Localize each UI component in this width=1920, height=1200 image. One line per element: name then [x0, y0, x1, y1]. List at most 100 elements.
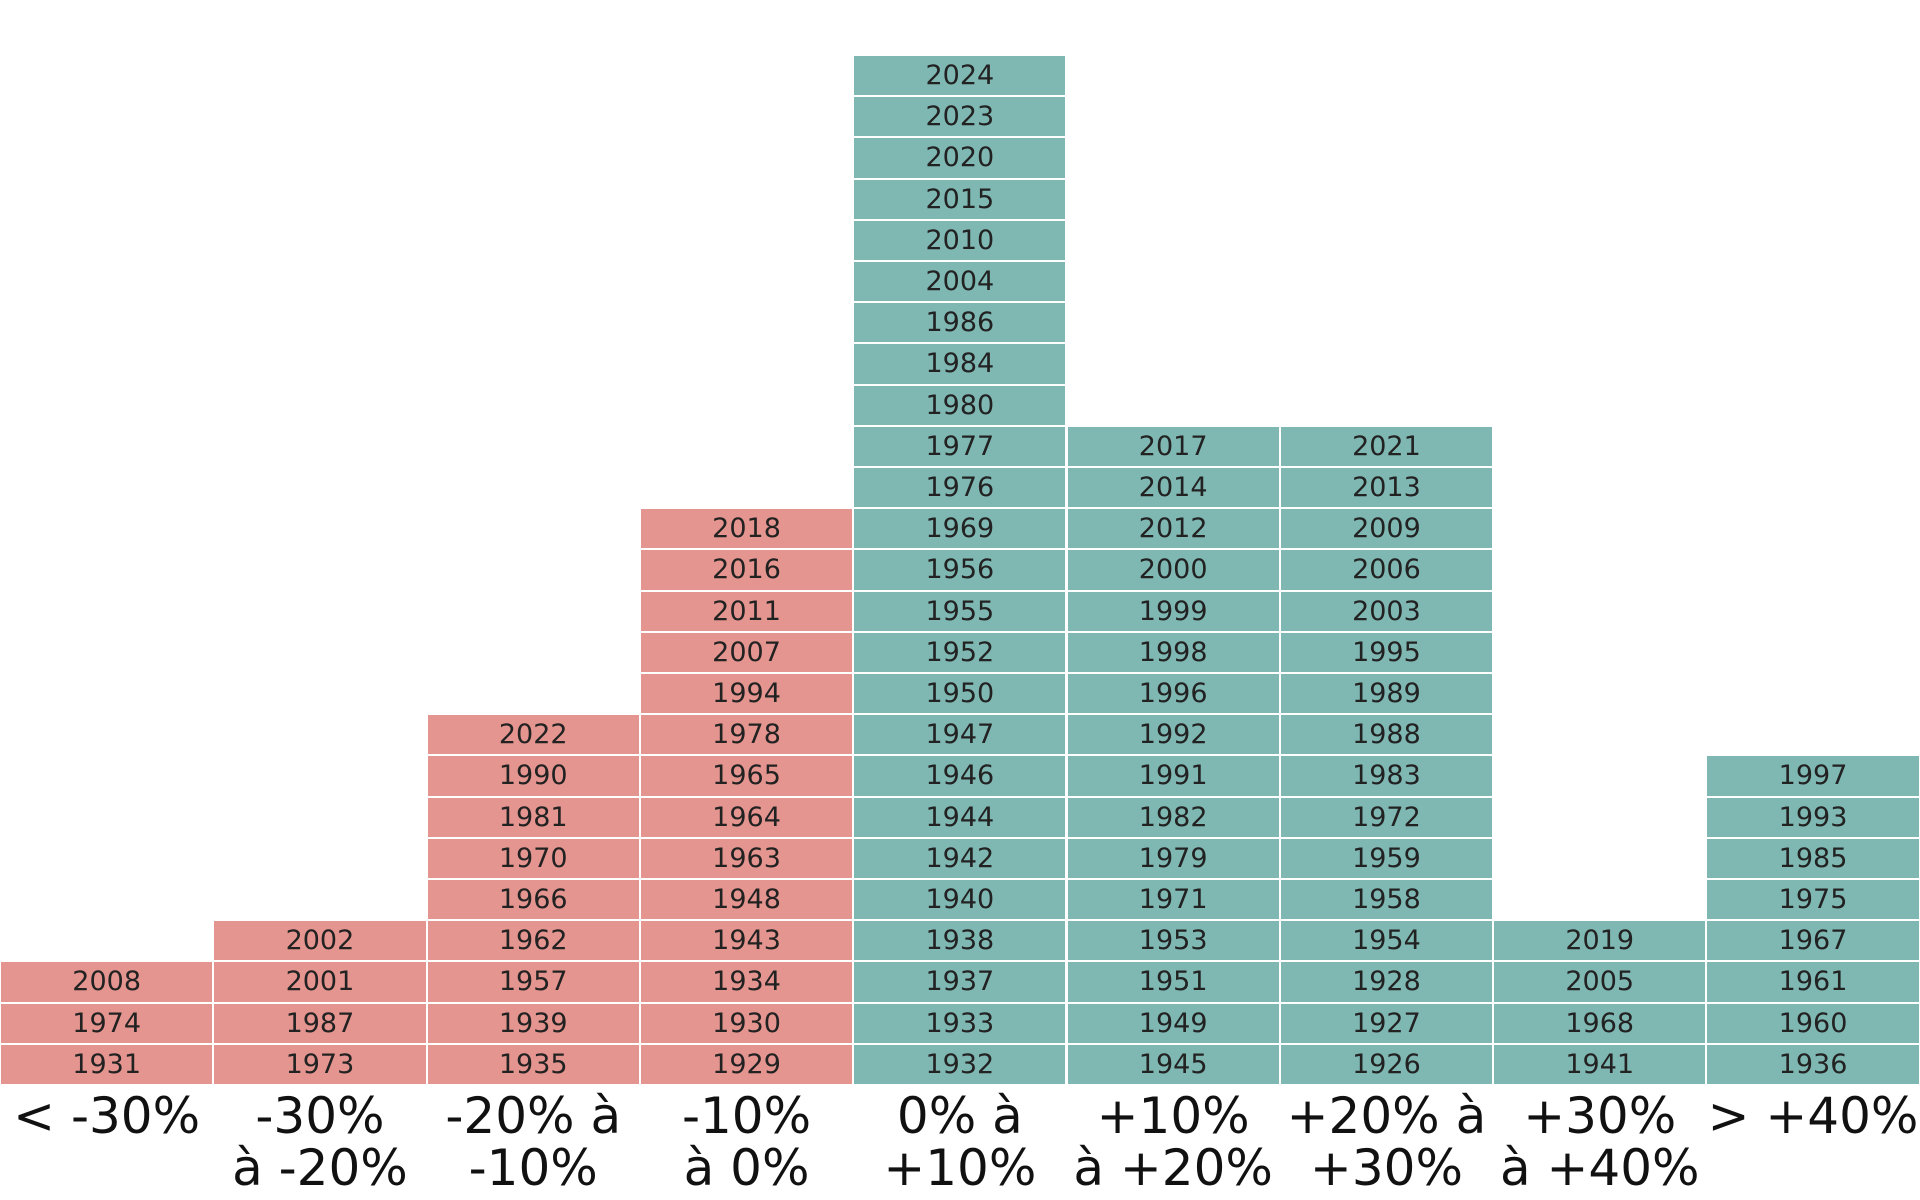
year-cell: 1939	[426, 1002, 640, 1044]
range-label: -10%	[681, 1087, 812, 1145]
range-label: > +40%	[1707, 1087, 1919, 1145]
year-cell: 1980	[853, 384, 1067, 426]
year-cell: 2024	[853, 55, 1067, 97]
year-cell: 1971	[1066, 879, 1280, 921]
year-cell: 1942	[853, 837, 1067, 879]
range-label: +10%	[1096, 1087, 1250, 1145]
year-cell: 1995	[1279, 631, 1494, 673]
year-cell: 2021	[1279, 425, 1494, 467]
year-cell: 2017	[1066, 425, 1280, 467]
range-label: à +40%	[1499, 1139, 1700, 1197]
year-cell: 2018	[639, 508, 854, 550]
year-cell: 1963	[639, 837, 854, 879]
year-cell: 1984	[853, 343, 1067, 385]
year-cell: 1965	[639, 755, 854, 797]
year-cell: 2010	[853, 219, 1067, 261]
year-cell: 1958	[1279, 879, 1494, 921]
year-cell: 1932	[853, 1043, 1067, 1085]
year-cell: 2016	[639, 549, 854, 591]
year-cell: 1999	[1066, 590, 1280, 632]
range-label: à +20%	[1073, 1139, 1273, 1197]
year-cell: 1969	[853, 508, 1067, 550]
year-cell: 1960	[1706, 1002, 1920, 1044]
year-cell: 1966	[426, 879, 640, 921]
year-cell: 2004	[853, 261, 1067, 303]
year-cell: 1979	[1066, 837, 1280, 879]
range-label: +20% à	[1286, 1087, 1487, 1145]
year-cell: 1997	[1706, 755, 1920, 797]
year-cell: 1928	[1279, 961, 1494, 1003]
year-cell: 2014	[1066, 467, 1280, 509]
range-label: +30%	[1309, 1139, 1463, 1197]
year-cell: 1937	[853, 961, 1067, 1003]
year-cell: 1948	[639, 879, 854, 921]
year-cell: 2002	[213, 920, 427, 962]
year-cell: 1970	[426, 837, 640, 879]
year-cell: 1991	[1066, 755, 1280, 797]
year-cell: 2009	[1279, 508, 1494, 550]
range-label: < -30%	[13, 1087, 201, 1145]
range-label: -10%	[468, 1139, 598, 1197]
year-cell: 1985	[1706, 837, 1920, 879]
year-cell: 1927	[1279, 1002, 1494, 1044]
year-cell: 1988	[1279, 714, 1494, 756]
year-cell: 2007	[639, 631, 854, 673]
year-cell: 1940	[853, 879, 1067, 921]
year-cell: 1953	[1066, 920, 1280, 962]
year-cell: 1994	[639, 673, 854, 715]
year-cell: 1964	[639, 796, 854, 838]
year-cell: 1990	[426, 755, 640, 797]
year-cell: 1987	[213, 1002, 427, 1044]
year-cell: 1956	[853, 549, 1067, 591]
year-cell: 1961	[1706, 961, 1920, 1003]
year-cell: 1989	[1279, 673, 1494, 715]
year-cell: 2015	[853, 178, 1067, 220]
year-cell: 1952	[853, 631, 1067, 673]
year-cell: 1986	[853, 302, 1067, 344]
range-label: -20% à	[445, 1087, 622, 1145]
year-cell: 1941	[1493, 1043, 1707, 1085]
year-cell: 1935	[426, 1043, 640, 1085]
year-cell: 1993	[1706, 796, 1920, 838]
year-cell: 2008	[0, 961, 214, 1003]
year-cell: 1933	[853, 1002, 1067, 1044]
year-cell: 1943	[639, 920, 854, 962]
range-label: à 0%	[683, 1139, 810, 1197]
year-cell: 1954	[1279, 920, 1494, 962]
year-cell: 1978	[639, 714, 854, 756]
year-cell: 1976	[853, 467, 1067, 509]
year-cell: 1929	[639, 1043, 854, 1085]
year-cell: 1950	[853, 673, 1067, 715]
year-cell: 1992	[1066, 714, 1280, 756]
year-cell: 1998	[1066, 631, 1280, 673]
year-cell: 1996	[1066, 673, 1280, 715]
year-cell: 2013	[1279, 467, 1494, 509]
year-cell: 2006	[1279, 549, 1494, 591]
year-cell: 1930	[639, 1002, 854, 1044]
year-cell: 1968	[1493, 1002, 1707, 1044]
year-cell: 1945	[1066, 1043, 1280, 1085]
year-cell: 1977	[853, 425, 1067, 467]
year-cell: 2020	[853, 137, 1067, 179]
range-label: -30%	[255, 1087, 385, 1145]
year-cell: 1967	[1706, 920, 1920, 962]
range-label: +10%	[883, 1139, 1037, 1197]
year-cell: 1936	[1706, 1043, 1920, 1085]
year-cell: 2003	[1279, 590, 1494, 632]
year-cell: 1974	[0, 1002, 214, 1044]
range-label: +30%	[1523, 1087, 1677, 1145]
year-cell: 1962	[426, 920, 640, 962]
year-cell: 1947	[853, 714, 1067, 756]
year-cell: 1975	[1706, 879, 1920, 921]
year-cell: 1955	[853, 590, 1067, 632]
year-cell: 1959	[1279, 837, 1494, 879]
year-cell: 1972	[1279, 796, 1494, 838]
year-cell: 2023	[853, 96, 1067, 138]
year-cell: 1957	[426, 961, 640, 1003]
year-cell: 1934	[639, 961, 854, 1003]
year-cell: 2012	[1066, 508, 1280, 550]
year-cell: 2000	[1066, 549, 1280, 591]
year-cell: 1931	[0, 1043, 214, 1085]
range-label: 0% à	[896, 1087, 1023, 1145]
year-cell: 1973	[213, 1043, 427, 1085]
